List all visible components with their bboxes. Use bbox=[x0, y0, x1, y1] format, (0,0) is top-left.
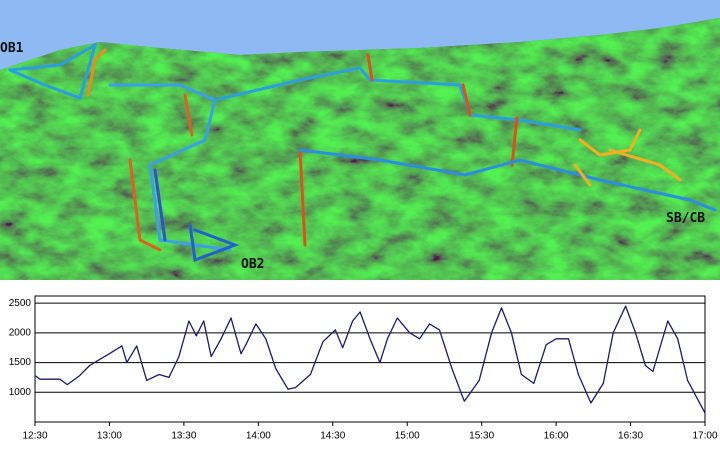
x-tick-label: 14:30 bbox=[320, 431, 345, 442]
y-tick-label: 1500 bbox=[9, 357, 32, 368]
x-tick-label: 15:30 bbox=[469, 431, 494, 442]
y-tick-label: 2000 bbox=[9, 327, 32, 338]
x-tick-label: 16:00 bbox=[544, 431, 569, 442]
altitude-line bbox=[34, 305, 706, 414]
terrain-label: OB1 bbox=[0, 41, 24, 56]
x-tick-label: 15:00 bbox=[395, 431, 420, 442]
y-tick-label: 2500 bbox=[9, 298, 32, 309]
plot-area bbox=[34, 295, 706, 423]
x-tick-label: 17:00 bbox=[692, 431, 717, 442]
x-tick-label: 14:00 bbox=[246, 431, 271, 442]
x-tick-label: 13:00 bbox=[97, 431, 122, 442]
terrain-label: OB2 bbox=[241, 257, 264, 272]
x-tick-label: 16:30 bbox=[618, 431, 643, 442]
terrain-view: OB1 OB2 SB/CB bbox=[0, 0, 720, 280]
terrain-texture bbox=[0, 18, 720, 280]
terrain-label: SB/CB bbox=[666, 211, 705, 226]
x-tick-label: 13:30 bbox=[171, 431, 196, 442]
x-tick-label: 12:30 bbox=[22, 431, 47, 442]
altitude-chart: 1000 1500 2000 2500 12:30 13:00 13:30 14:00 14:3… bbox=[9, 295, 718, 442]
y-tick-label: 1000 bbox=[9, 387, 32, 398]
flight-track bbox=[8, 41, 717, 263]
